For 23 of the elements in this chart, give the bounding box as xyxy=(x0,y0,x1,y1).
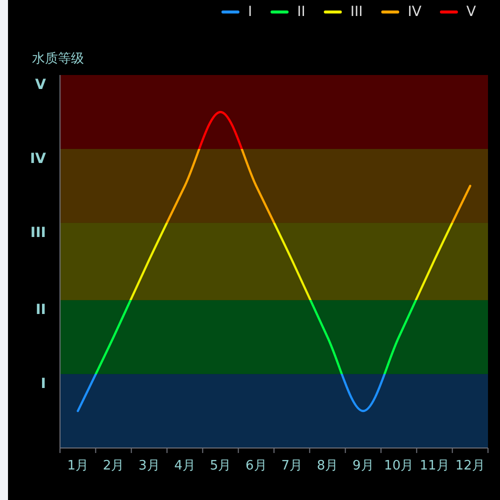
x-tick-label: 4月 xyxy=(174,458,196,474)
y-axis-title: 水质等级 xyxy=(32,52,84,66)
legend-label: III xyxy=(350,4,363,20)
x-tick-label: 10月 xyxy=(384,458,414,474)
text: V xyxy=(35,77,46,93)
legend-label: V xyxy=(466,4,476,20)
x-tick-label: 7月 xyxy=(281,458,302,474)
x-tick-label: 2月 xyxy=(102,458,124,474)
x-tick-label: 8月 xyxy=(316,458,338,474)
text: IV xyxy=(30,150,46,167)
x-tick-label: 5月 xyxy=(210,458,232,474)
legend-label: I xyxy=(248,4,252,20)
text: II xyxy=(36,302,46,318)
legend-label: IV xyxy=(408,4,422,20)
text: I xyxy=(40,376,46,392)
x-tick-label: 9月 xyxy=(352,458,374,474)
x-tick-label: 11月 xyxy=(420,458,450,474)
x-tick-label: 1月 xyxy=(67,458,88,474)
x-tick-label: 12月 xyxy=(455,458,485,474)
x-tick-label: 3月 xyxy=(138,458,160,474)
x-tick-label: 6月 xyxy=(246,458,267,474)
legend-label: II xyxy=(297,4,306,20)
text: III xyxy=(30,224,46,241)
